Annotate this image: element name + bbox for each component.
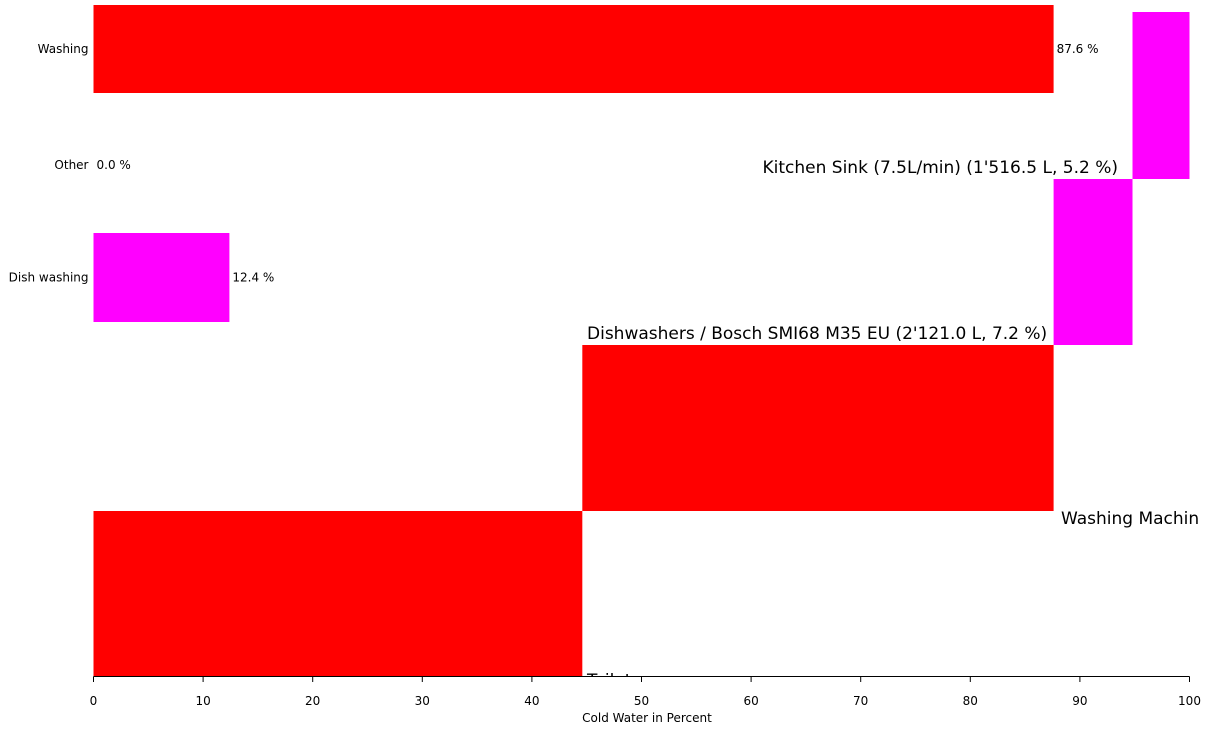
x-tick-label: 0 <box>90 694 98 708</box>
waterfall-label: Kitchen Sink (7.5L/min) (1'516.5 L, 5.2 … <box>763 158 1119 178</box>
category-label: Dish washing <box>9 271 89 285</box>
bars-layer <box>93 5 1190 676</box>
waterfall-segment <box>582 345 1054 511</box>
waterfall-label: Washing Machin <box>1061 509 1199 529</box>
x-tick-label: 60 <box>743 694 758 708</box>
x-axis: 0 10 20 30 40 50 60 70 80 90 100 <box>90 676 1201 708</box>
x-tick-label: 50 <box>634 694 649 708</box>
x-tick-label: 30 <box>415 694 430 708</box>
label-clip-mask <box>560 676 960 706</box>
waterfall-segment <box>1053 179 1133 345</box>
x-tick-label: 20 <box>305 694 320 708</box>
bar-dish-washing <box>93 233 230 322</box>
bar-washing <box>93 5 1054 93</box>
x-axis-title: Cold Water in Percent <box>582 711 712 725</box>
waterfall-segment <box>1132 12 1190 179</box>
waterfall-label: Dishwashers / Bosch SMI68 M35 EU (2'121.… <box>587 324 1047 344</box>
data-label: 12.4 % <box>232 271 274 285</box>
x-tick-label: 80 <box>963 694 978 708</box>
x-tick-label: 100 <box>1178 694 1201 708</box>
x-tick-label: 10 <box>195 694 210 708</box>
data-label: 0.0 % <box>97 158 131 172</box>
x-tick-label: 70 <box>853 694 868 708</box>
category-label: Other <box>54 158 88 172</box>
x-tick-label: 90 <box>1072 694 1087 708</box>
waterfall-segment <box>93 511 583 676</box>
category-label: Washing <box>38 42 89 56</box>
data-label: 87.6 % <box>1057 42 1099 56</box>
x-tick-label: 40 <box>524 694 539 708</box>
